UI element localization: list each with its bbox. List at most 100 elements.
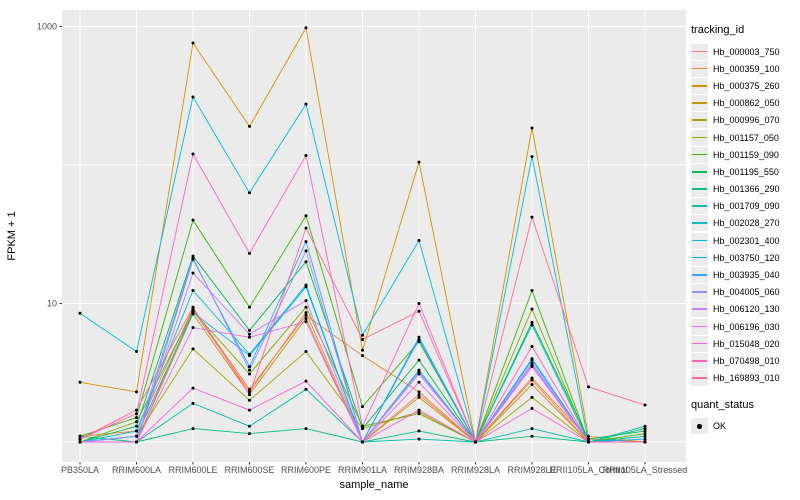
data-point: [417, 358, 421, 362]
legend-item-label: Hb_001159_090: [713, 149, 779, 160]
data-point: [191, 256, 195, 260]
data-point: [417, 335, 421, 339]
legend-item-list: Hb_000003_750 Hb_000359_100 Hb_000375_260 H…: [691, 43, 799, 387]
data-point: [248, 368, 251, 372]
data-point: [191, 386, 195, 390]
data-point: [248, 372, 251, 376]
legend-item: Hb_070498_010: [691, 352, 799, 369]
data-point: [474, 440, 477, 444]
data-point: [135, 390, 138, 394]
legend-key-line-icon: [692, 153, 707, 156]
x-tick-label: RRIM600SE: [224, 465, 274, 475]
data-point: [135, 424, 138, 428]
data-point: [304, 311, 308, 315]
legend-item: Hb_001159_090: [691, 146, 799, 163]
legend-key-line-icon: [692, 342, 707, 345]
data-point: [135, 440, 138, 444]
data-point: [248, 424, 251, 428]
data-point: [530, 406, 534, 410]
legend-item-label: Hb_001366_290: [713, 184, 780, 195]
data-point: [530, 365, 534, 369]
data-point: [248, 191, 251, 195]
data-point: [530, 215, 534, 219]
legend-item: Hb_001366_290: [691, 181, 799, 198]
legend-key: [691, 318, 708, 335]
legend-key: [691, 215, 708, 232]
legend-item: Hb_000862_050: [691, 95, 799, 112]
legend-key: [691, 267, 708, 284]
legend-key: [691, 129, 708, 146]
legend-item: Hb_000375_260: [691, 77, 799, 94]
data-point: [191, 305, 195, 309]
legend-key-line-icon: [692, 308, 707, 310]
data-point: [530, 358, 534, 362]
x-tick-label: RRIM928LE: [507, 465, 556, 475]
legend-item-label: Hb_169893_010: [713, 373, 780, 384]
quant-status-item: OK: [691, 418, 799, 435]
data-point: [304, 260, 308, 264]
legend-key-line-icon: [692, 67, 707, 70]
data-point: [304, 320, 308, 324]
legend-key: [691, 335, 708, 352]
data-point: [417, 429, 421, 433]
legend-panel: tracking_id Hb_000003_750 Hb_000359_100 Hb…: [691, 24, 799, 435]
legend-key: [691, 198, 708, 215]
y-tick-label: 1000: [37, 22, 57, 32]
x-tick-label: RRIM928LA: [451, 465, 500, 475]
data-point: [304, 285, 308, 289]
data-point: [191, 401, 195, 405]
data-point: [361, 440, 364, 444]
data-point: [135, 408, 138, 412]
data-point: [643, 427, 647, 431]
legend-item-label: Hb_003750_120: [713, 252, 780, 263]
legend-item-label: Hb_001709_090: [713, 201, 780, 212]
data-point: [191, 152, 195, 156]
data-point: [191, 326, 195, 330]
plot-panel: [62, 10, 686, 462]
data-point: [530, 320, 534, 324]
data-point: [135, 350, 138, 354]
legend-key-line-icon: [692, 136, 707, 139]
legend-key: [691, 301, 708, 318]
legend-key-line-icon: [692, 50, 707, 53]
data-point: [304, 305, 308, 309]
point-key-icon: [697, 424, 702, 429]
data-point: [304, 240, 308, 244]
legend-item: Hb_002028_270: [691, 215, 799, 232]
quant-status-key: [691, 418, 708, 435]
data-point: [248, 251, 251, 255]
data-point: [135, 412, 138, 416]
legend-item-label: Hb_001157_050: [713, 132, 779, 143]
data-point: [248, 335, 251, 339]
data-point: [417, 380, 421, 384]
data-point: [361, 424, 364, 428]
data-point: [643, 437, 647, 441]
legend-item: Hb_001195_550: [691, 163, 799, 180]
data-point: [530, 427, 534, 431]
legend-key: [691, 77, 708, 94]
legend-item-label: Hb_006196_030: [713, 321, 780, 332]
data-point: [643, 440, 647, 444]
data-point: [530, 155, 534, 159]
legend-item: Hb_004005_060: [691, 284, 799, 301]
legend-key-line-icon: [692, 256, 707, 259]
data-point: [417, 437, 421, 441]
data-point: [78, 437, 82, 441]
legend-key: [691, 352, 708, 369]
legend-title: tracking_id: [691, 24, 745, 36]
legend-item: Hb_001709_090: [691, 198, 799, 215]
data-point: [417, 309, 421, 313]
legend-key-line-icon: [692, 102, 707, 104]
data-point: [587, 434, 590, 438]
data-point: [361, 427, 364, 431]
data-point: [304, 26, 308, 30]
data-point: [417, 372, 421, 376]
legend-item-label: Hb_002301_400: [713, 235, 780, 246]
data-point: [530, 289, 534, 293]
legend-item: Hb_006120_130: [691, 301, 799, 318]
legend-key: [691, 60, 708, 77]
legend-item: Hb_000003_750: [691, 43, 799, 60]
data-point: [530, 434, 534, 438]
